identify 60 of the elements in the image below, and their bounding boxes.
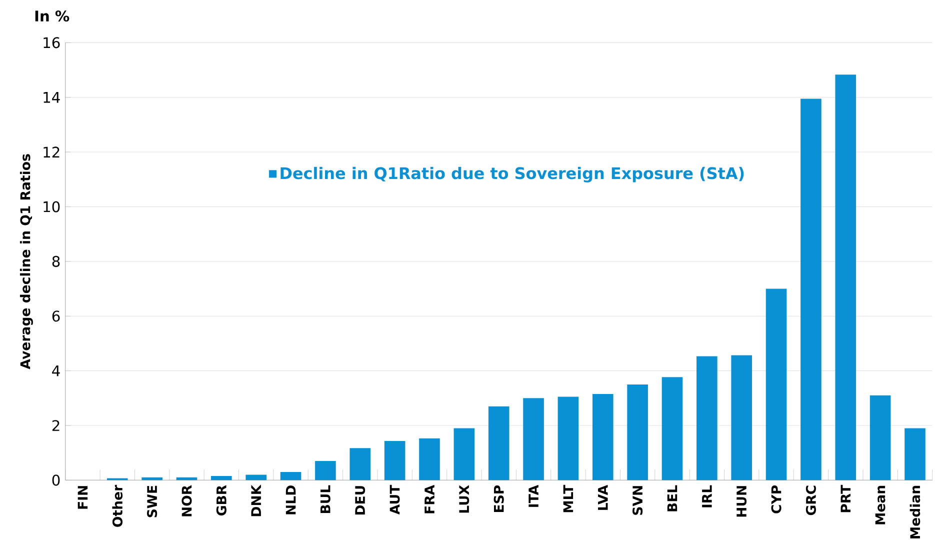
- bar: [592, 394, 614, 480]
- x-tick-label: ITA: [528, 484, 538, 507]
- x-tick-label: MLT: [563, 484, 574, 512]
- y-tick-label: 12: [44, 146, 60, 158]
- y-tick-label: 8: [52, 256, 60, 267]
- bar: [350, 448, 371, 480]
- bar: [904, 428, 926, 480]
- bar: [696, 356, 718, 480]
- legend-label: Decline in Q1Ratio due to Sovereign Exposure (StA): [280, 166, 744, 182]
- bar: [315, 460, 336, 480]
- bar: [558, 396, 579, 480]
- bar: [523, 398, 544, 480]
- x-tick-label: Other: [112, 484, 123, 527]
- x-tick-label: GBR: [216, 485, 226, 516]
- x-tick-label: CYP: [771, 485, 782, 514]
- x-tick-label: NLD: [286, 485, 296, 514]
- x-tick-label: BEL: [667, 485, 678, 512]
- bar: [488, 406, 510, 480]
- y-axis-title: Average decline in Q1 Ratios: [20, 154, 33, 370]
- y-tick-label: 6: [52, 310, 60, 322]
- y-tick-label: 10: [44, 201, 60, 212]
- bar: [662, 376, 683, 480]
- x-tick-label: FIN: [78, 486, 88, 509]
- bar: [766, 288, 787, 480]
- x-tick-label: HUN: [736, 486, 747, 517]
- x-tick-label: DNK: [251, 484, 261, 516]
- x-tick-label: Median: [910, 486, 920, 538]
- x-tick-label: LVA: [598, 484, 608, 510]
- bar: [627, 384, 648, 480]
- x-tick-label: DEU: [355, 486, 366, 514]
- bar: [870, 395, 891, 480]
- y-tick-label: 4: [52, 365, 60, 376]
- y-tick-label: 14: [44, 92, 60, 103]
- bar: [280, 472, 302, 480]
- x-tick-label: PRT: [840, 484, 850, 512]
- x-tick-label: SVN: [632, 486, 643, 515]
- bar: [835, 74, 856, 480]
- bar: [454, 428, 475, 480]
- x-tick-label: LUX: [459, 485, 470, 513]
- x-tick-label: FRA: [424, 484, 434, 514]
- x-tick-label: SWE: [147, 486, 158, 518]
- bar: [800, 98, 822, 480]
- bar: [142, 477, 162, 480]
- y-tick-label: 0: [52, 474, 60, 486]
- x-tick-label: GRC: [806, 486, 816, 515]
- x-tick-label: BUL: [320, 485, 330, 513]
- bar: [211, 476, 232, 480]
- x-tick-label: NOR: [182, 485, 192, 516]
- x-tick-label: Mean: [875, 486, 886, 524]
- text: In %: [35, 10, 70, 22]
- x-tick-label: IRL: [702, 485, 712, 508]
- bar: [731, 355, 752, 480]
- y-tick-label: 16: [44, 37, 60, 48]
- y-tick-label: 2: [52, 420, 60, 431]
- bar: [419, 438, 440, 480]
- bar: [384, 440, 406, 480]
- x-tick-label: AUT: [390, 484, 400, 514]
- bar: [176, 477, 198, 480]
- bar: [246, 474, 266, 480]
- x-tick-label: ESP: [494, 485, 504, 512]
